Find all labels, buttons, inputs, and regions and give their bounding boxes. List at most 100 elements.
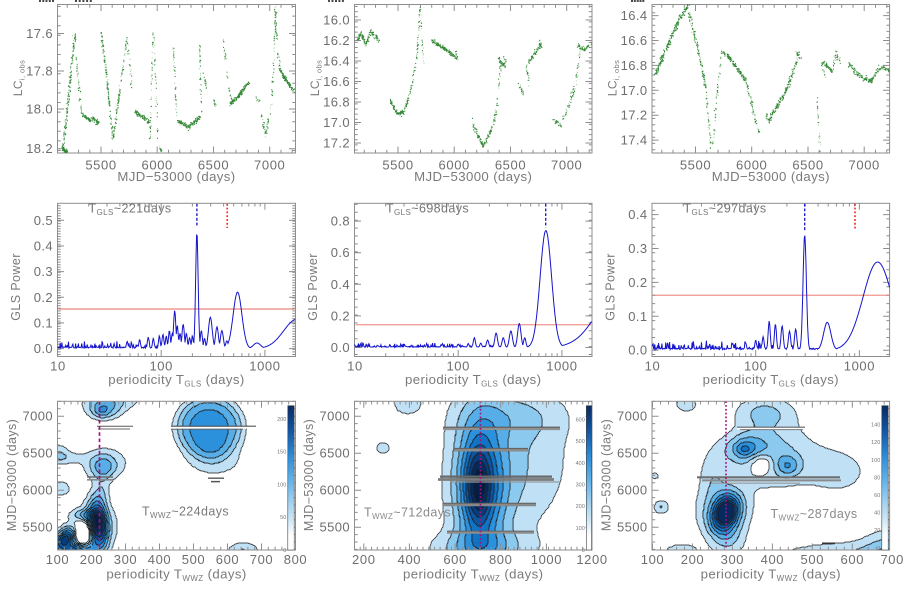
svg-text:17.0: 17.0 [621,83,648,98]
svg-text:0.4: 0.4 [628,207,647,222]
svg-text:periodicity TGLS (days): periodicity TGLS (days) [703,372,839,389]
svg-text:0.2: 0.2 [628,275,647,290]
svg-text:0.4: 0.4 [34,239,53,254]
svg-text:500: 500 [576,439,585,445]
svg-text:16.8: 16.8 [621,58,648,73]
svg-text:1200: 1200 [576,552,607,567]
svg-text:17.6: 17.6 [26,26,53,41]
svg-text:17.4: 17.4 [621,133,648,148]
svg-text:7000: 7000 [254,158,285,173]
svg-text:600: 600 [216,552,240,567]
svg-text:5500: 5500 [22,520,53,535]
svg-text:400: 400 [761,552,785,567]
svg-text:200: 200 [681,552,705,567]
svg-text:300: 300 [721,552,745,567]
svg-text:6500: 6500 [319,446,350,461]
svg-text:MJD−53000 (days): MJD−53000 (days) [712,169,830,184]
svg-text:16.4: 16.4 [323,54,350,69]
svg-text:MJD−53000 (days): MJD−53000 (days) [117,169,235,184]
svg-text:700: 700 [880,552,904,567]
svg-text:0.0: 0.0 [34,341,53,356]
svg-text:100: 100 [576,526,585,532]
svg-text:GLS Power: GLS Power [306,253,320,321]
svg-text:100: 100 [446,359,470,374]
svg-text:200: 200 [576,504,585,510]
svg-text:periodicity TGLS (days): periodicity TGLS (days) [405,372,541,389]
svg-text:5500: 5500 [617,520,648,535]
svg-text:7000: 7000 [849,158,880,173]
svg-text:MJD−53000 (days): MJD−53000 (days) [600,419,614,531]
svg-text:6500: 6500 [617,446,648,461]
svg-text:0.4: 0.4 [331,277,350,292]
svg-text:17.2: 17.2 [323,136,350,151]
svg-text:7000: 7000 [617,409,648,424]
svg-text:10: 10 [645,359,661,374]
svg-text:7000: 7000 [319,409,350,424]
svg-text:7000: 7000 [551,158,582,173]
svg-text:400: 400 [576,461,585,467]
svg-text:700: 700 [250,552,274,567]
svg-text:0.1: 0.1 [34,315,53,330]
svg-text:0: 0 [877,546,880,552]
svg-text:600: 600 [576,417,585,423]
svg-text:18.2: 18.2 [26,141,53,156]
svg-text:5500: 5500 [382,158,413,173]
svg-text:400: 400 [398,552,422,567]
svg-text:150: 150 [277,450,286,456]
svg-text:0: 0 [582,548,585,554]
svg-text:40: 40 [874,511,880,517]
svg-text:18.0: 18.0 [26,102,53,117]
svg-text:16.0: 16.0 [323,13,350,28]
svg-text:periodicity TWWZ (days): periodicity TWWZ (days) [701,567,841,584]
svg-text:0.2: 0.2 [34,290,53,305]
svg-text:0.2: 0.2 [331,308,350,323]
svg-text:16.6: 16.6 [323,74,350,89]
svg-text:6500: 6500 [792,158,823,173]
svg-text:6000: 6000 [736,158,767,173]
svg-text:200: 200 [352,552,376,567]
svg-text:1000: 1000 [546,359,577,374]
svg-text:1000: 1000 [249,359,280,374]
svg-text:6000: 6000 [617,483,648,498]
svg-text:10: 10 [347,359,363,374]
svg-text:300: 300 [576,483,585,489]
svg-text:100: 100 [277,482,286,488]
svg-text:100: 100 [871,458,880,464]
svg-text:17.8: 17.8 [26,64,53,79]
svg-text:800: 800 [284,552,308,567]
svg-text:0: 0 [283,548,286,554]
svg-text:100: 100 [149,359,173,374]
svg-text:1000: 1000 [844,359,875,374]
svg-text:periodicity TWWZ (days): periodicity TWWZ (days) [106,567,246,584]
svg-text:600: 600 [841,552,865,567]
svg-text:MJD−53000 (days): MJD−53000 (days) [5,419,19,531]
svg-text:400: 400 [148,552,172,567]
svg-text:0.6: 0.6 [331,245,350,260]
svg-text:6000: 6000 [319,483,350,498]
svg-text:16.2: 16.2 [323,33,350,48]
svg-text:periodicity TWWZ (days): periodicity TWWZ (days) [403,567,543,584]
svg-text:5500: 5500 [319,520,350,535]
svg-text:500: 500 [801,552,825,567]
svg-text:0.3: 0.3 [628,241,647,256]
svg-text:16.6: 16.6 [621,33,648,48]
svg-text:MJD−53000 (days): MJD−53000 (days) [302,419,316,531]
svg-text:60: 60 [874,493,880,499]
svg-text:120: 120 [871,440,880,446]
svg-text:300: 300 [114,552,138,567]
svg-text:200: 200 [80,552,104,567]
svg-text:6000: 6000 [142,158,173,173]
svg-text:0.1: 0.1 [628,309,647,324]
svg-text:600: 600 [443,552,467,567]
svg-text:6500: 6500 [198,158,229,173]
svg-text:140: 140 [871,423,880,429]
svg-text:800: 800 [489,552,513,567]
svg-text:16.4: 16.4 [621,8,648,23]
svg-text:0.5: 0.5 [34,213,53,228]
svg-text:100: 100 [46,552,70,567]
svg-text:16.8: 16.8 [323,95,350,110]
svg-text:17.0: 17.0 [323,115,350,130]
svg-text:10: 10 [50,359,66,374]
svg-text:100: 100 [641,552,665,567]
svg-text:0.0: 0.0 [628,343,647,358]
